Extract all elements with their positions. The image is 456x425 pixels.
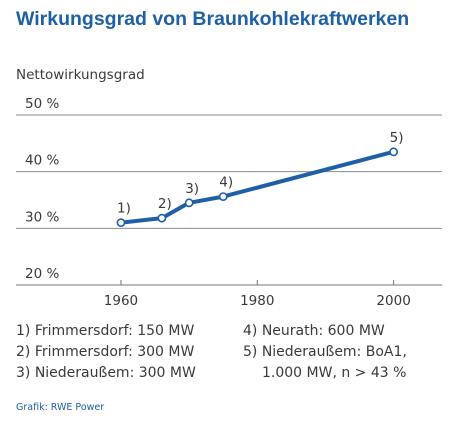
grid-layer: [16, 114, 442, 286]
data-point-3: [184, 198, 194, 208]
y-tick-label-50: 50 %: [25, 96, 59, 112]
y-axis-label: Nettowirkungsgrad: [16, 67, 145, 83]
chart-svg: Nettowirkungsgrad 20 %30 %40 %50 % 1960 1…: [16, 67, 442, 309]
footnote-3: 3) Niederaußem: 300 MW: [16, 365, 196, 381]
point-label-5: 5): [390, 130, 404, 146]
x-tick-label-2000: 2000: [376, 293, 410, 309]
footnote-2: 2) Frimmersdorf: 300 MW: [16, 344, 195, 360]
series-layer: [116, 147, 399, 228]
x-tick-label-1980: 1980: [240, 293, 274, 309]
data-point-2: [157, 213, 167, 223]
footnotes: 1) Frimmersdorf: 150 MW 2) Frimmersdorf:…: [16, 321, 446, 385]
data-point-4: [218, 192, 228, 201]
y-tick-label-30: 30 %: [25, 209, 59, 225]
x-tick-label-1960: 1960: [104, 293, 138, 309]
point-label-4: 4): [219, 175, 233, 191]
y-tick-labels: 20 % 30 % 40 % 50 %: [25, 96, 59, 282]
point-label-2: 2): [158, 196, 172, 212]
footnote-5-continued: 1.000 MW, n > 43 %: [262, 365, 407, 381]
x-tick-labels: 1960 1980 2000: [104, 293, 411, 309]
footnote-5: 5) Niederaußem: BoA1,: [243, 344, 407, 360]
footnote-1: 1) Frimmersdorf: 150 MW: [16, 323, 195, 339]
chart-title: Wirkungsgrad von Braunkohlekraftwerken: [16, 8, 410, 30]
source-credit: Grafik: RWE Power: [16, 402, 105, 413]
footnote-4: 4) Neurath: 600 MW: [243, 323, 385, 339]
point-label-3: 3): [185, 181, 199, 197]
data-point-1: [116, 218, 126, 228]
data-point-5: [389, 147, 399, 157]
point-labels: 1) 2) 3) 4) 5): [117, 130, 403, 217]
point-label-1: 1): [117, 201, 131, 217]
y-tick-label-40: 40 %: [25, 153, 59, 169]
y-tick-label-20: 20 %: [25, 266, 59, 282]
